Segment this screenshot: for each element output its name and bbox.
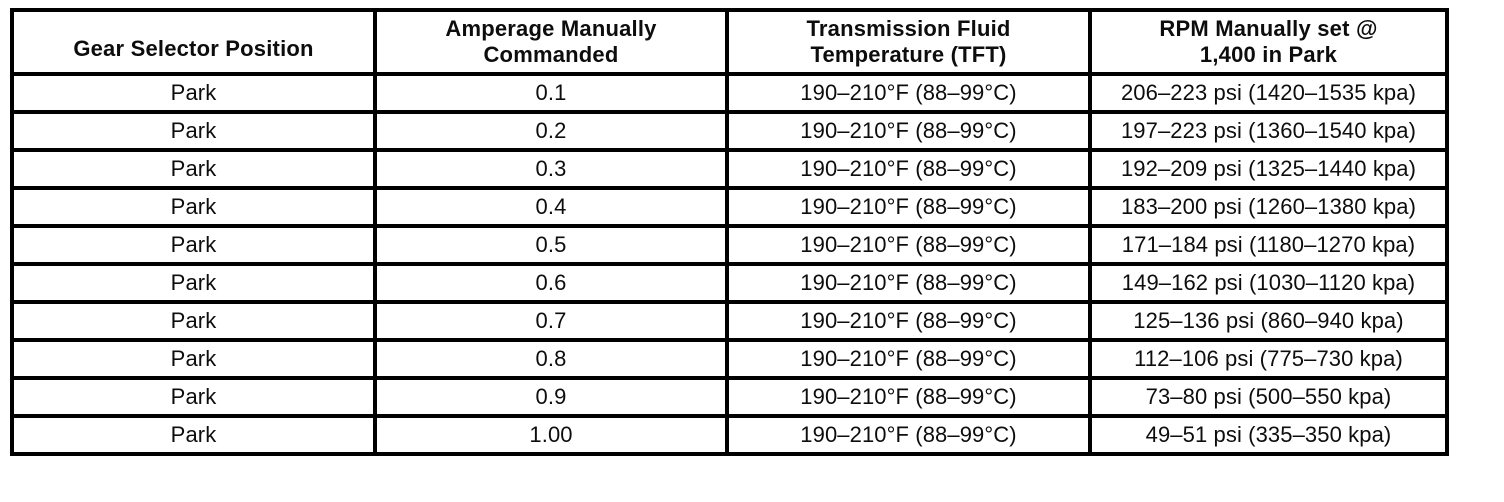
- cell-pressure: 206–223 psi (1420–1535 kpa): [1088, 72, 1449, 114]
- cell-gear-position: Park: [10, 376, 377, 418]
- cell-gear-position: Park: [10, 224, 377, 266]
- cell-amperage: 0.4: [373, 186, 729, 228]
- cell-gear-position: Park: [10, 110, 377, 152]
- cell-pressure: 197–223 psi (1360–1540 kpa): [1088, 110, 1449, 152]
- cell-amperage: 0.9: [373, 376, 729, 418]
- cell-pressure: 171–184 psi (1180–1270 kpa): [1088, 224, 1449, 266]
- header-row: Gear Selector Position Amperage Manually…: [10, 8, 1449, 76]
- cell-tft: 190–210°F (88–99°C): [725, 224, 1092, 266]
- column-header-gear-selector-position: Gear Selector Position: [10, 8, 377, 76]
- cell-tft: 190–210°F (88–99°C): [725, 338, 1092, 380]
- cell-amperage: 0.3: [373, 148, 729, 190]
- cell-gear-position: Park: [10, 300, 377, 342]
- cell-gear-position: Park: [10, 338, 377, 380]
- cell-tft: 190–210°F (88–99°C): [725, 376, 1092, 418]
- cell-tft: 190–210°F (88–99°C): [725, 262, 1092, 304]
- cell-amperage: 0.5: [373, 224, 729, 266]
- cell-pressure: 112–106 psi (775–730 kpa): [1088, 338, 1449, 380]
- table-row: Park 0.7 190–210°F (88–99°C) 125–136 psi…: [10, 300, 1449, 342]
- table-row: Park 0.5 190–210°F (88–99°C) 171–184 psi…: [10, 224, 1449, 266]
- table-row: Park 0.4 190–210°F (88–99°C) 183–200 psi…: [10, 186, 1449, 228]
- table-row: Park 0.9 190–210°F (88–99°C) 73–80 psi (…: [10, 376, 1449, 418]
- cell-pressure: 183–200 psi (1260–1380 kpa): [1088, 186, 1449, 228]
- cell-pressure: 149–162 psi (1030–1120 kpa): [1088, 262, 1449, 304]
- table-row: Park 0.8 190–210°F (88–99°C) 112–106 psi…: [10, 338, 1449, 380]
- cell-tft: 190–210°F (88–99°C): [725, 110, 1092, 152]
- column-header-rpm-manually-set: RPM Manually set @ 1,400 in Park: [1088, 8, 1449, 76]
- table-row: Park 0.1 190–210°F (88–99°C) 206–223 psi…: [10, 72, 1449, 114]
- cell-pressure: 192–209 psi (1325–1440 kpa): [1088, 148, 1449, 190]
- cell-tft: 190–210°F (88–99°C): [725, 414, 1092, 456]
- cell-tft: 190–210°F (88–99°C): [725, 148, 1092, 190]
- cell-gear-position: Park: [10, 262, 377, 304]
- cell-amperage: 0.1: [373, 72, 729, 114]
- cell-tft: 190–210°F (88–99°C): [725, 186, 1092, 228]
- cell-amperage: 0.7: [373, 300, 729, 342]
- cell-pressure: 125–136 psi (860–940 kpa): [1088, 300, 1449, 342]
- table-row: Park 0.2 190–210°F (88–99°C) 197–223 psi…: [10, 110, 1449, 152]
- cell-gear-position: Park: [10, 186, 377, 228]
- table-row: Park 0.3 190–210°F (88–99°C) 192–209 psi…: [10, 148, 1449, 190]
- column-header-transmission-fluid-temperature: Transmission Fluid Temperature (TFT): [725, 8, 1092, 76]
- table-row: Park 1.00 190–210°F (88–99°C) 49–51 psi …: [10, 414, 1449, 456]
- cell-amperage: 0.6: [373, 262, 729, 304]
- cell-gear-position: Park: [10, 72, 377, 114]
- cell-pressure: 49–51 psi (335–350 kpa): [1088, 414, 1449, 456]
- cell-amperage: 1.00: [373, 414, 729, 456]
- cell-gear-position: Park: [10, 148, 377, 190]
- transmission-pressure-spec-table: Gear Selector Position Amperage Manually…: [10, 8, 1449, 456]
- cell-tft: 190–210°F (88–99°C): [725, 72, 1092, 114]
- cell-tft: 190–210°F (88–99°C): [725, 300, 1092, 342]
- cell-amperage: 0.8: [373, 338, 729, 380]
- cell-pressure: 73–80 psi (500–550 kpa): [1088, 376, 1449, 418]
- cell-gear-position: Park: [10, 414, 377, 456]
- cell-amperage: 0.2: [373, 110, 729, 152]
- table-row: Park 0.6 190–210°F (88–99°C) 149–162 psi…: [10, 262, 1449, 304]
- column-header-amperage-manually-commanded: Amperage Manually Commanded: [373, 8, 729, 76]
